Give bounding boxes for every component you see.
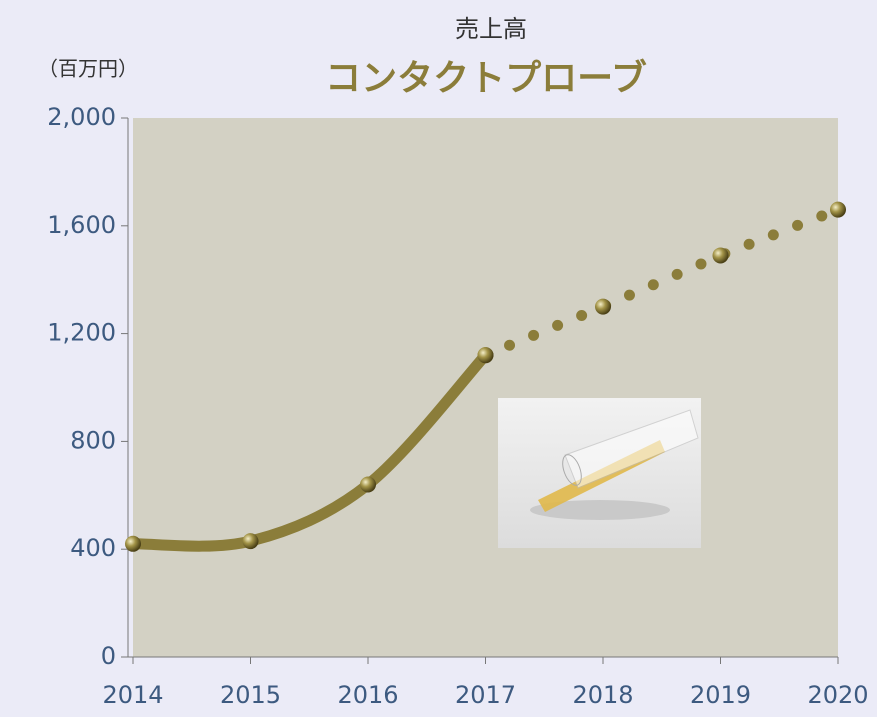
y-tick-label: 400 [70, 534, 116, 562]
plot-area [133, 118, 838, 657]
x-tick-label: 2019 [690, 681, 751, 709]
y-unit: （百万円） [38, 57, 138, 81]
x-tick-label: 2020 [807, 681, 868, 709]
data-point [125, 535, 141, 552]
x-tick-label: 2018 [572, 681, 633, 709]
chart-title: コンタクトプローブ [325, 57, 647, 99]
y-tick-label: 0 [101, 642, 116, 670]
y-tick-label: 2,000 [47, 103, 116, 131]
data-point [242, 533, 259, 550]
x-tick-label: 2015 [220, 681, 281, 709]
x-tick-label: 2017 [455, 681, 516, 709]
y-tick-label: 800 [70, 426, 116, 454]
y-tick-label: 1,600 [47, 211, 116, 239]
x-tick-label: 2014 [102, 681, 163, 709]
y-tick-label: 1,200 [47, 319, 116, 347]
data-point [712, 247, 729, 264]
product-photo [498, 398, 701, 548]
x-tick-label: 2016 [337, 681, 398, 709]
data-point [477, 347, 494, 364]
data-point [360, 476, 376, 493]
data-point [830, 201, 846, 218]
chart-subtitle: 売上高 [455, 15, 527, 43]
series-line [127, 349, 491, 552]
data-point [595, 298, 611, 315]
